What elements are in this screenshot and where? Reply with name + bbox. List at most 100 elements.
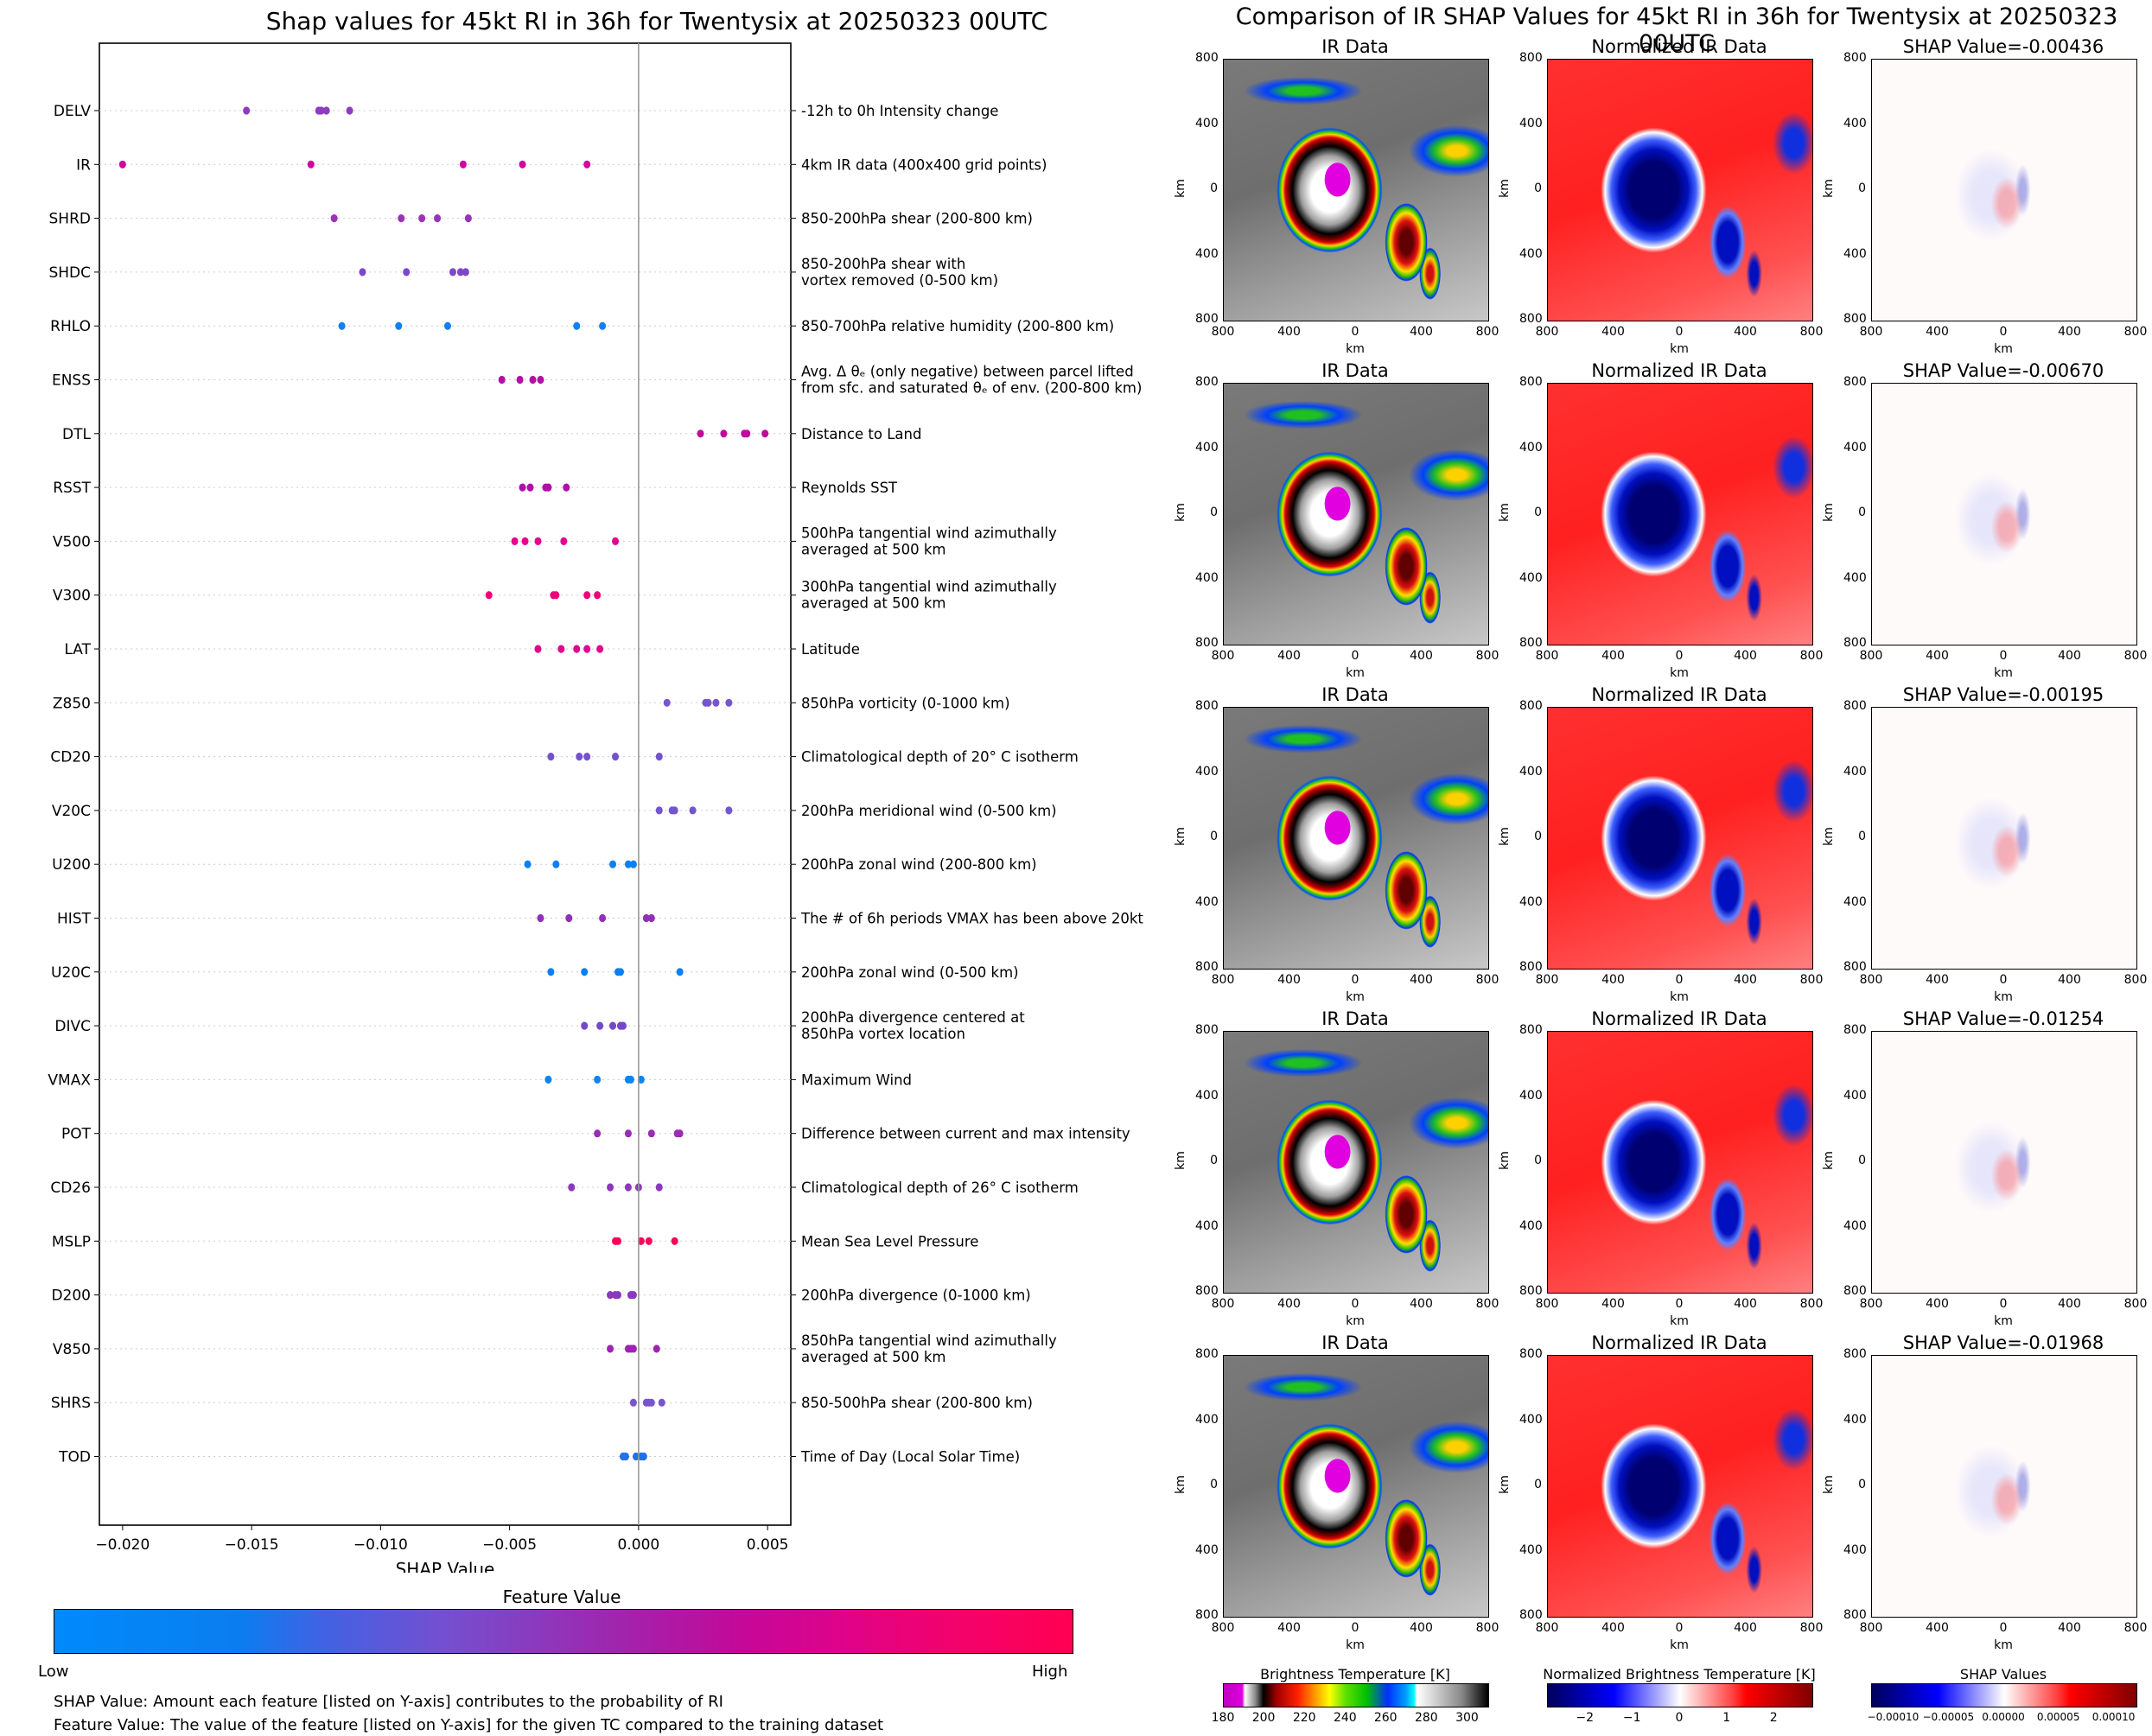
colorbar (1547, 1683, 1813, 1707)
x-tick-label: 400 (1734, 973, 1757, 987)
feature-label: POT (61, 1126, 92, 1143)
data-point (647, 913, 655, 923)
x-tick-label: 400 (1277, 1621, 1301, 1635)
data-point (629, 1345, 637, 1353)
data-point (596, 1021, 604, 1030)
shap-map-title: SHAP Value=-0.00195 (1902, 684, 2104, 705)
data-point (676, 968, 684, 976)
data-point (583, 753, 591, 761)
x-tick-label: 400 (1734, 1297, 1757, 1311)
x-tick-label: 400 (1601, 1297, 1625, 1311)
feature-label: D200 (51, 1288, 91, 1305)
x-tick-label: 400 (2058, 649, 2081, 663)
data-point (330, 214, 338, 223)
x-tick-label: 400 (1601, 325, 1625, 339)
x-tick-label: 0 (1675, 973, 1684, 987)
ir-data-image (1223, 1355, 1489, 1618)
feature-label: ENSS (52, 372, 91, 390)
x-tick-label: 800 (1535, 649, 1559, 663)
y-tick-label: 0 (1210, 1154, 1218, 1167)
x-tick-label: 400 (1410, 973, 1433, 987)
feature-label: RSST (53, 480, 91, 497)
y-tick-label: 400 (1195, 1412, 1219, 1427)
data-point (456, 268, 464, 277)
y-tick-label: 800 (1519, 51, 1543, 65)
data-point (443, 321, 451, 330)
feature-description: Maximum Wind (801, 1071, 912, 1088)
y-tick-label: 800 (1843, 312, 1867, 326)
shap-map-image (1871, 707, 2137, 970)
y-axis-label: km (1497, 179, 1512, 198)
x-tick-label: 400 (1410, 649, 1433, 663)
feature-description: averaged at 500 km (801, 595, 945, 612)
data-point (743, 429, 751, 438)
x-tick-label: 0 (1999, 325, 2008, 339)
data-point (346, 106, 353, 115)
y-tick-label: 800 (1195, 1023, 1219, 1037)
colorbar-tick-label: 300 (1455, 1711, 1479, 1725)
data-point (565, 913, 573, 923)
x-tick-label: 800 (1475, 649, 1499, 663)
data-point (624, 1183, 632, 1192)
ir-data-title: IR Data (1321, 1332, 1389, 1353)
data-point (594, 1129, 602, 1138)
data-point (526, 483, 534, 492)
shap-map-title: SHAP Value=-0.01968 (1902, 1332, 2104, 1353)
y-tick-label: 0 (1858, 1154, 1866, 1167)
feature-description: 200hPa zonal wind (200-800 km) (801, 856, 1037, 873)
feature-label: MSLP (52, 1233, 91, 1250)
note-feature-value: Feature Value: The value of the feature … (54, 1716, 884, 1734)
y-axis-label: km (1497, 503, 1512, 522)
x-tick-label: −0.005 (482, 1536, 537, 1554)
x-tick-label: 400 (1277, 973, 1301, 987)
y-tick-label: 0 (1858, 1478, 1866, 1491)
feature-description: Distance to Land (801, 426, 921, 442)
colorbar-tick-label: 0.00000 (1982, 1711, 2025, 1723)
y-tick-label: 0 (1534, 181, 1542, 195)
x-axis-label: km (1670, 342, 1689, 356)
y-tick-label: 400 (1519, 570, 1543, 585)
data-point (653, 1345, 660, 1353)
colorbar-title: Normalized Brightness Temperature [K] (1543, 1666, 1816, 1682)
x-tick-label: 400 (1926, 325, 1949, 339)
y-tick-label: 400 (1843, 1088, 1867, 1103)
y-axis-label: km (1497, 1475, 1512, 1494)
colorbar-tick-label: 180 (1211, 1711, 1235, 1725)
feature-description: 850hPa vortex location (801, 1026, 965, 1042)
x-tick-label: 400 (2058, 325, 2081, 339)
feature-description: Latitude (801, 641, 860, 658)
x-axis-label: km (1346, 990, 1365, 1004)
shap-summary-plot: DELV -12h to 0h Intensity change IR 4km IR … (48, 42, 1143, 1573)
data-point (552, 860, 560, 868)
data-point (583, 645, 591, 653)
data-point (697, 429, 704, 438)
y-tick-label: 400 (1195, 1218, 1219, 1233)
data-point (573, 645, 581, 653)
y-axis-label: km (1173, 1151, 1187, 1170)
x-tick-label: 800 (1535, 325, 1559, 339)
y-tick-label: 400 (1843, 246, 1867, 261)
data-point (720, 429, 728, 438)
y-axis-label: km (1173, 827, 1187, 846)
ir-data-image (1223, 383, 1489, 645)
data-point (398, 214, 405, 223)
data-point (612, 537, 620, 546)
data-point (655, 806, 663, 815)
data-point (462, 268, 469, 277)
colorbar-tick-label: 260 (1373, 1711, 1398, 1725)
data-point (624, 860, 632, 868)
colorbar-tick-label: 0.00005 (2036, 1711, 2080, 1723)
data-point (547, 753, 555, 761)
x-tick-label: 800 (1799, 325, 1824, 339)
y-tick-label: 800 (1519, 1023, 1543, 1037)
normalized-ir-data-image (1547, 707, 1813, 970)
data-point (459, 160, 467, 169)
y-tick-label: 800 (1195, 699, 1219, 713)
x-tick-label: 800 (1475, 325, 1499, 339)
y-tick-label: 800 (1519, 312, 1543, 326)
y-tick-label: 0 (1534, 1478, 1542, 1491)
x-tick-label: 400 (1734, 1621, 1757, 1635)
data-point (338, 321, 346, 330)
x-axis-label: km (1994, 990, 2013, 1004)
data-point (573, 321, 581, 330)
